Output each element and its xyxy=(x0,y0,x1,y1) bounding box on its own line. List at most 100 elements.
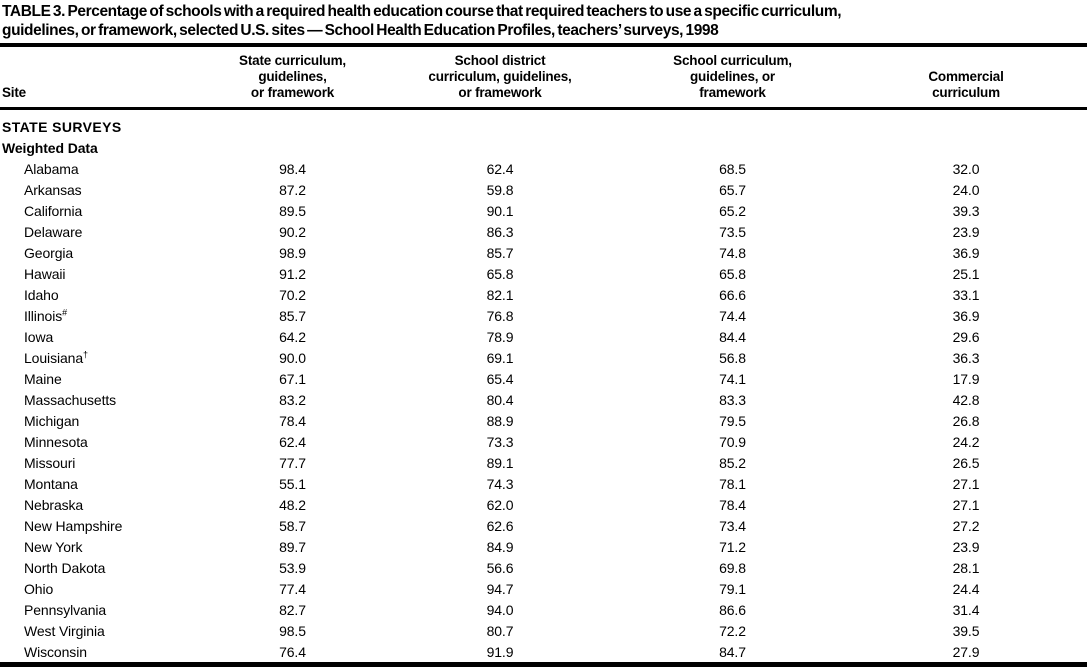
table-row: Louisiana† 90.0 69.1 56.8 36.3 xyxy=(0,347,1087,368)
site-name-cell: Maine xyxy=(24,370,62,387)
site-name-cell: Massachusetts xyxy=(24,391,117,408)
table-row: Pennsylvania 82.7 94.0 86.6 31.4 xyxy=(0,599,1087,620)
commercial-curriculum-value: 27.9 xyxy=(952,643,980,660)
school-curriculum-value: 86.6 xyxy=(719,601,746,618)
commercial-curriculum-value: 23.9 xyxy=(952,538,980,555)
site-name-cell: Iowa xyxy=(24,328,54,345)
table-title: TABLE 3. Percentage of schools with a re… xyxy=(0,0,1087,40)
site-name-cell: Georgia xyxy=(24,244,74,261)
footnote-marker: † xyxy=(83,348,89,359)
state-curriculum-value: 77.7 xyxy=(279,454,306,471)
commercial-curriculum-value: 27.1 xyxy=(952,496,980,513)
district-curriculum-value: 62.6 xyxy=(486,517,514,534)
state-curriculum-value: 67.1 xyxy=(279,370,306,387)
district-curriculum-value: 73.3 xyxy=(486,433,514,450)
state-curriculum-value: 82.7 xyxy=(279,601,306,618)
state-curriculum-value: 89.7 xyxy=(279,538,306,555)
school-curriculum-value: 65.7 xyxy=(719,181,746,198)
state-curriculum-value: 55.1 xyxy=(279,475,306,492)
state-curriculum-value: 62.4 xyxy=(279,433,306,450)
site-name-cell: New Hampshire xyxy=(24,517,123,534)
district-curriculum-value: 89.1 xyxy=(486,454,514,471)
commercial-curriculum-value: 26.5 xyxy=(952,454,980,471)
site-name-cell: Delaware xyxy=(24,223,83,240)
school-curriculum-value: 73.4 xyxy=(719,517,746,534)
district-curriculum-value: 80.4 xyxy=(486,391,514,408)
site-name-cell: Pennsylvania xyxy=(24,601,107,618)
district-curriculum-value: 82.1 xyxy=(486,286,514,303)
commercial-curriculum-value: 33.1 xyxy=(952,286,980,303)
commercial-curriculum-value: 24.2 xyxy=(952,433,980,450)
state-curriculum-value: 53.9 xyxy=(279,559,306,576)
state-curriculum-value: 98.4 xyxy=(279,160,306,177)
district-curriculum-value: 74.3 xyxy=(486,475,514,492)
commercial-curriculum-value: 23.9 xyxy=(952,223,980,240)
district-curriculum-value: 65.4 xyxy=(486,370,514,387)
school-curriculum-value: 85.2 xyxy=(719,454,746,471)
site-name-cell: Ohio xyxy=(24,580,54,597)
site-name-cell: Hawaii xyxy=(24,265,66,282)
district-curriculum-value: 88.9 xyxy=(486,412,514,429)
site-name-cell: Arkansas xyxy=(24,181,82,198)
site-name-cell: Minnesota xyxy=(24,433,88,450)
district-curriculum-value: 84.9 xyxy=(486,538,514,555)
commercial-curriculum-value: 31.4 xyxy=(952,601,980,618)
table-row: Michigan 78.4 88.9 79.5 26.8 xyxy=(0,410,1087,431)
commercial-curriculum-value: 25.1 xyxy=(952,265,980,282)
section-label: STATE SURVEYS xyxy=(2,119,122,135)
commercial-curriculum-value: 39.3 xyxy=(952,202,980,219)
table-row: Montana 55.1 74.3 78.1 27.1 xyxy=(0,473,1087,494)
site-name-cell: Idaho xyxy=(24,286,59,303)
health-education-curriculum-table: Site State curriculum, guidelines, or fr… xyxy=(0,43,1087,667)
table-row: Massachusetts 83.2 80.4 83.3 42.8 xyxy=(0,389,1087,410)
school-curriculum-value: 72.2 xyxy=(719,622,746,639)
school-curriculum-value: 65.2 xyxy=(719,202,746,219)
school-curriculum-value: 69.8 xyxy=(719,559,746,576)
district-curriculum-value: 94.0 xyxy=(486,601,514,618)
table-row: Missouri 77.7 89.1 85.2 26.5 xyxy=(0,452,1087,473)
column-header-site: Site xyxy=(0,45,205,110)
school-curriculum-value: 84.4 xyxy=(719,328,746,345)
table-row: Iowa 64.2 78.9 84.4 29.6 xyxy=(0,326,1087,347)
table-header: Site State curriculum, guidelines, or fr… xyxy=(0,45,1087,110)
subsection-label: Weighted Data xyxy=(2,139,98,156)
table-row: Maine 67.1 65.4 74.1 17.9 xyxy=(0,368,1087,389)
district-curriculum-value: 62.4 xyxy=(486,160,514,177)
school-curriculum-value: 71.2 xyxy=(719,538,746,555)
site-name-cell: Wisconsin xyxy=(24,643,87,660)
commercial-curriculum-value: 26.8 xyxy=(952,412,980,429)
state-curriculum-value: 83.2 xyxy=(279,391,306,408)
district-curriculum-value: 62.0 xyxy=(486,496,514,513)
table-row: Idaho 70.2 82.1 66.6 33.1 xyxy=(0,284,1087,305)
table-row: Arkansas 87.2 59.8 65.7 24.0 xyxy=(0,179,1087,200)
district-curriculum-value: 91.9 xyxy=(486,643,514,660)
school-curriculum-value: 78.1 xyxy=(719,475,746,492)
state-curriculum-value: 58.7 xyxy=(279,517,306,534)
commercial-curriculum-value: 24.4 xyxy=(952,580,980,597)
school-curriculum-value: 74.4 xyxy=(719,307,746,324)
school-curriculum-value: 65.8 xyxy=(719,265,746,282)
district-curriculum-value: 59.8 xyxy=(486,181,514,198)
table-row: Ohio 77.4 94.7 79.1 24.4 xyxy=(0,578,1087,599)
district-curriculum-value: 76.8 xyxy=(486,307,514,324)
school-curriculum-value: 56.8 xyxy=(719,349,746,366)
table-row: West Virginia 98.5 80.7 72.2 39.5 xyxy=(0,620,1087,641)
school-curriculum-value: 79.5 xyxy=(719,412,746,429)
school-curriculum-value: 74.8 xyxy=(719,244,746,261)
commercial-curriculum-value: 36.9 xyxy=(952,244,980,261)
state-curriculum-value: 98.5 xyxy=(279,622,306,639)
school-curriculum-value: 66.6 xyxy=(719,286,746,303)
table-row: Illinois# 85.7 76.8 74.4 36.9 xyxy=(0,305,1087,326)
site-name-cell: Missouri xyxy=(24,454,76,471)
table-row: New Hampshire 58.7 62.6 73.4 27.2 xyxy=(0,515,1087,536)
table-row: California 89.5 90.1 65.2 39.3 xyxy=(0,200,1087,221)
site-name-cell: North Dakota xyxy=(24,559,106,576)
commercial-curriculum-value: 39.5 xyxy=(952,622,980,639)
school-curriculum-value: 84.7 xyxy=(719,643,746,660)
state-curriculum-value: 85.7 xyxy=(279,307,306,324)
district-curriculum-value: 56.6 xyxy=(486,559,514,576)
site-name-cell: West Virginia xyxy=(24,622,105,639)
state-curriculum-value: 77.4 xyxy=(279,580,306,597)
school-curriculum-value: 68.5 xyxy=(719,160,746,177)
